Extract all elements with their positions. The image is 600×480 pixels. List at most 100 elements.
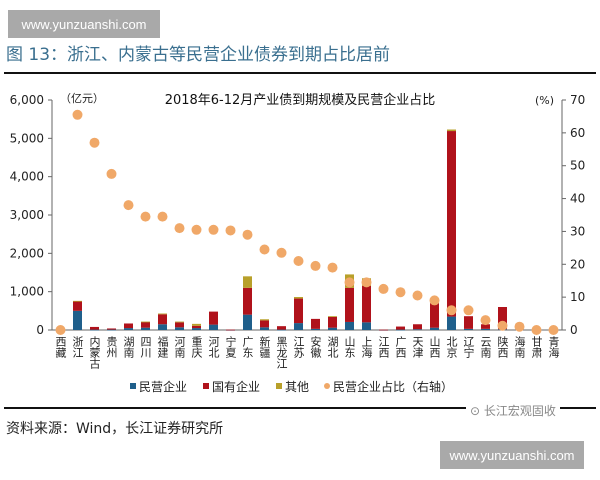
point-民营企业占比（右轴） [225,225,236,236]
left-axis-label: （亿元） [60,92,104,105]
point-民营企业占比（右轴） [208,224,219,235]
bar-国有企业 [141,321,150,328]
bar-其他 [192,323,201,326]
category-label: 福建 [156,335,169,359]
point-民营企业占比（右轴） [429,295,440,306]
category-label: 江苏 [292,336,305,359]
point-民营企业占比（右轴） [242,229,253,240]
left-tick-label: 4,000 [10,170,44,184]
bar-民营企业 [209,324,218,330]
bar-民营企业 [328,327,337,330]
category-label: 黑龙江 [275,336,288,369]
category-label: 陕西 [496,335,509,358]
point-民营企业占比（右轴） [106,168,117,179]
category-label: 上海 [360,336,373,359]
category-label: 新疆 [258,335,271,358]
point-民营企业占比（右轴） [480,315,491,326]
point-民营企业占比（右轴） [361,277,372,288]
bar-民营企业 [124,328,133,330]
bar-国有企业 [362,285,371,323]
bar-国有企业 [447,131,456,317]
bar-民营企业 [277,329,286,331]
legend-label: 民营企业占比（右轴） [333,379,453,394]
bar-国有企业 [311,318,320,329]
point-民营企业占比（右轴） [259,244,270,255]
bar-国有企业 [294,298,303,324]
left-tick-label: 3,000 [10,208,44,222]
right-axis-label: (%) [535,94,554,107]
bar-民营企业 [158,324,167,330]
legend-label: 民营企业 [139,379,187,394]
bar-其他 [294,297,303,299]
left-tick-label: 2,000 [10,246,44,260]
bar-国有企业 [345,287,354,322]
bar-其他 [73,300,82,302]
bar-民营企业 [362,322,371,330]
figure-title: 图 13：浙江、内蒙古等民营企业债券到期占比居前 [6,45,391,65]
bar-国有企业 [175,322,184,328]
point-民营企业占比（右轴） [276,247,287,258]
bar-民营企业 [260,327,269,330]
category-label: 湖南 [122,336,135,358]
chart: 0 1,000 2,000 3,000 4,000 5,000 6,000 0 10 20 30 40… [10,92,586,394]
category-label: 内蒙古 [88,335,101,369]
bar-其他 [158,313,167,315]
point-民营企业占比（右轴） [157,211,168,222]
point-民营企业占比（右轴） [497,320,508,331]
bar-其他 [175,321,184,323]
bar-其他 [447,129,456,132]
point-民营企业占比（右轴） [378,283,389,294]
right-tick-label: 60 [570,126,585,140]
bar-国有企业 [209,311,218,325]
category-label: 山西 [428,336,441,358]
point-民营企业占比（右轴） [446,305,457,316]
bar-国有企业 [226,329,235,331]
category-label: 湖北 [326,336,339,358]
category-label: 北京 [445,336,458,359]
bar-民营企业 [294,323,303,330]
left-tick-label: 6,000 [10,93,44,107]
bar-国有企业 [73,301,82,311]
legend-label: 其他 [285,380,309,394]
bar-其他 [141,321,150,323]
bar-国有企业 [192,325,201,329]
category-label: 西藏 [54,336,67,359]
point-民营企业占比（右轴） [310,260,321,271]
bar-国有企业 [430,303,439,328]
logo: ⊙ 长江宏观固收 [466,402,560,419]
bar-国有企业 [328,316,337,328]
bar-其他 [328,316,337,317]
source-note: 资料来源：Wind，长江证券研究所 [6,421,224,437]
point-民营企业占比（右轴） [89,137,100,148]
point-民营企业占比（右轴） [293,256,304,266]
bar-民营企业 [107,329,116,331]
point-民营企业占比（右轴） [140,211,151,222]
bar-国有企业 [379,329,388,331]
bar-国有企业 [277,326,286,330]
category-label: 山东 [343,336,356,358]
bar-民营企业 [311,328,320,330]
watermark-top: www.yunzuanshi.com [8,10,160,38]
point-民营企业占比（右轴） [463,305,474,316]
right-tick-label: 40 [570,192,585,206]
category-label: 云南 [479,336,492,358]
chart-title: 2018年6-12月产业债到期规模及民营企业占比 [165,92,436,108]
category-label: 天津 [411,336,424,358]
bar-民营企业 [430,327,439,330]
legend-swatch [324,383,330,389]
bar-民营企业 [243,314,252,330]
point-民营企业占比（右轴） [344,277,355,288]
bar-国有企业 [464,316,473,329]
bar-其他 [243,276,252,288]
bar-国有企业 [481,324,490,329]
bar-民营企业 [464,328,473,330]
top-rule [4,72,596,74]
bottom-rule [4,407,596,409]
point-民营企业占比（右轴） [514,321,525,332]
bar-民营企业 [192,328,201,330]
category-label: 海南 [513,335,526,358]
category-label: 重庆 [190,335,203,359]
category-label: 河北 [207,336,220,358]
category-label: 浙江 [71,336,84,358]
